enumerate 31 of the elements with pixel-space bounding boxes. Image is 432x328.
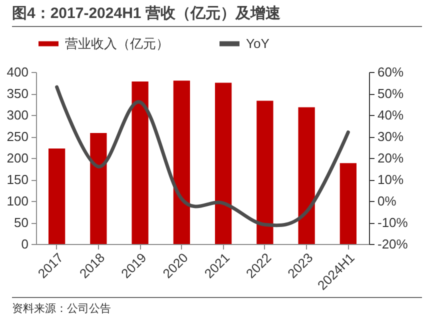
- bar: [90, 133, 107, 244]
- bar: [340, 163, 357, 244]
- bar: [48, 148, 66, 244]
- bar: [132, 81, 148, 244]
- y-tick-label: 50: [14, 215, 28, 230]
- line-series: [55, 85, 350, 228]
- y2-tick-label: 10%: [378, 172, 404, 187]
- bar: [173, 80, 190, 244]
- y-tick-label: 350: [6, 86, 28, 101]
- bar: [256, 100, 274, 244]
- y2-tick-label: -10%: [378, 215, 408, 230]
- legend-label: YoY: [246, 36, 270, 51]
- text: 资料来源：公司公告: [12, 297, 422, 316]
- y2-tick-label: 30%: [378, 129, 404, 144]
- y-tick-label: 400: [6, 64, 28, 80]
- y2-tick-label: 50%: [378, 86, 404, 101]
- legend-label: 营业收入（亿元）: [65, 36, 169, 51]
- bar: [214, 82, 232, 244]
- y2-tick-label: 60%: [378, 64, 404, 80]
- y-tick-label: 100: [6, 194, 28, 208]
- y-tick-label: 300: [6, 108, 28, 122]
- y2-tick-label: 40%: [378, 108, 404, 122]
- bar: [298, 107, 315, 244]
- y-tick-label: 200: [6, 150, 28, 166]
- y2-tick-label: -20%: [378, 236, 408, 252]
- chart-title: 图4：2017-2024H1 营收（亿元）及增速: [12, 4, 422, 27]
- y2-tick-label: 0%: [378, 194, 397, 208]
- y2-tick-label: 20%: [378, 150, 404, 166]
- y-tick-label: 150: [6, 172, 28, 187]
- y-tick-label: 0: [21, 236, 28, 252]
- y-tick-label: 250: [6, 129, 28, 144]
